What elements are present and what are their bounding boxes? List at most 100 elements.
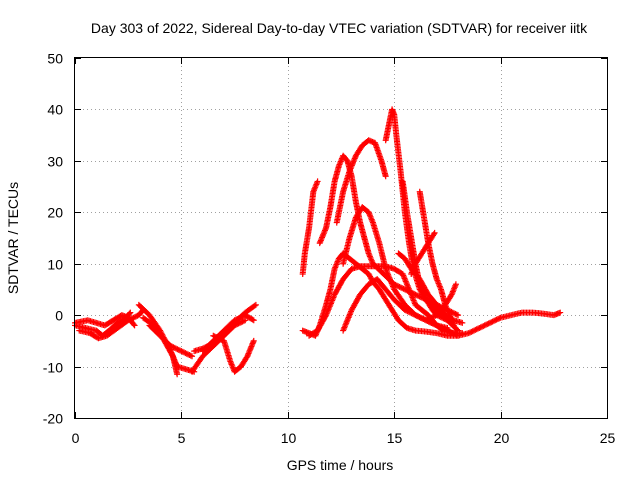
plot-frame (74, 57, 608, 419)
data-point (216, 335, 223, 342)
data-point (408, 310, 415, 317)
data-point (212, 334, 219, 340)
data-point (474, 325, 481, 332)
grid (75, 58, 607, 418)
data-point (557, 309, 564, 316)
data-point (171, 344, 178, 351)
data-point (131, 314, 138, 321)
data-point (187, 352, 194, 359)
data-point (399, 285, 406, 292)
y-axis-title: SDTVAR / TECUs (5, 182, 21, 294)
data-point (214, 334, 221, 341)
data-point (468, 328, 475, 335)
data-point (429, 314, 436, 321)
data-point (416, 314, 423, 321)
data-point (167, 343, 174, 349)
data-point (242, 317, 249, 324)
data-point (183, 350, 190, 357)
data-point (211, 333, 218, 340)
data-point (431, 229, 438, 236)
data-point (451, 310, 458, 317)
data-point (397, 284, 404, 291)
y-tick-label: 50 (47, 51, 63, 67)
data-point (243, 354, 250, 361)
y-tick-label: 0 (55, 308, 63, 324)
data-point (125, 317, 132, 324)
data-point (178, 348, 185, 355)
data-point (189, 353, 196, 360)
data-point (131, 322, 138, 329)
data-point (174, 371, 181, 378)
data-point (452, 310, 459, 317)
data-point (484, 321, 491, 328)
data-point (169, 343, 176, 350)
data-point (428, 319, 435, 326)
data-point (231, 322, 238, 329)
data-point (488, 319, 495, 326)
series-arc-3 (76, 307, 147, 342)
data-point (234, 316, 241, 322)
data-point (404, 287, 411, 294)
data-point (485, 320, 492, 327)
data-point (173, 345, 180, 352)
data-point (467, 329, 474, 336)
x-tick-label: 25 (600, 430, 616, 446)
data-point (238, 319, 245, 326)
data-point (430, 231, 437, 238)
data-point (409, 290, 416, 297)
x-tick-label: 15 (387, 430, 403, 446)
data-point (236, 314, 243, 321)
data-point (429, 320, 436, 327)
data-point (417, 314, 424, 321)
data-point (127, 309, 134, 316)
data-point (177, 347, 184, 354)
y-tick-label: 30 (47, 154, 63, 170)
data-point (428, 314, 435, 321)
data-point (433, 322, 440, 329)
data-point (133, 313, 140, 320)
data-point (395, 283, 402, 290)
data-point (480, 323, 487, 330)
y-tick-label: -20 (43, 411, 63, 427)
data-point (459, 330, 466, 337)
series-arc-15 (333, 137, 389, 226)
data-point (427, 315, 434, 322)
data-point (250, 317, 257, 324)
data-point (459, 319, 466, 326)
data-point (382, 173, 389, 180)
series-arc-5 (140, 314, 181, 378)
data-point (448, 329, 455, 336)
data-point (415, 292, 422, 299)
data-points (72, 106, 564, 378)
series-arc-6 (146, 322, 196, 360)
data-point (453, 326, 460, 333)
data-point (169, 352, 176, 358)
series-arc-10 (210, 332, 257, 375)
data-point (404, 308, 411, 315)
data-point (455, 312, 462, 319)
data-point (435, 323, 442, 330)
data-point (412, 312, 419, 319)
data-point (130, 314, 137, 321)
data-point (322, 313, 329, 320)
data-point (440, 315, 447, 322)
data-point (232, 316, 239, 323)
data-point (185, 351, 192, 358)
data-point (419, 315, 426, 322)
data-point (471, 327, 477, 334)
data-point (431, 313, 438, 320)
data-point (453, 311, 460, 318)
data-point (409, 310, 416, 317)
data-point (482, 321, 489, 328)
data-point (452, 331, 459, 338)
data-point (413, 292, 420, 299)
data-point (490, 317, 497, 324)
data-point (449, 330, 456, 337)
data-point (455, 327, 462, 334)
data-point (401, 286, 408, 293)
data-point (447, 328, 454, 335)
data-point (400, 285, 407, 292)
data-point (455, 332, 462, 339)
data-point (440, 325, 447, 332)
data-point (182, 350, 189, 357)
